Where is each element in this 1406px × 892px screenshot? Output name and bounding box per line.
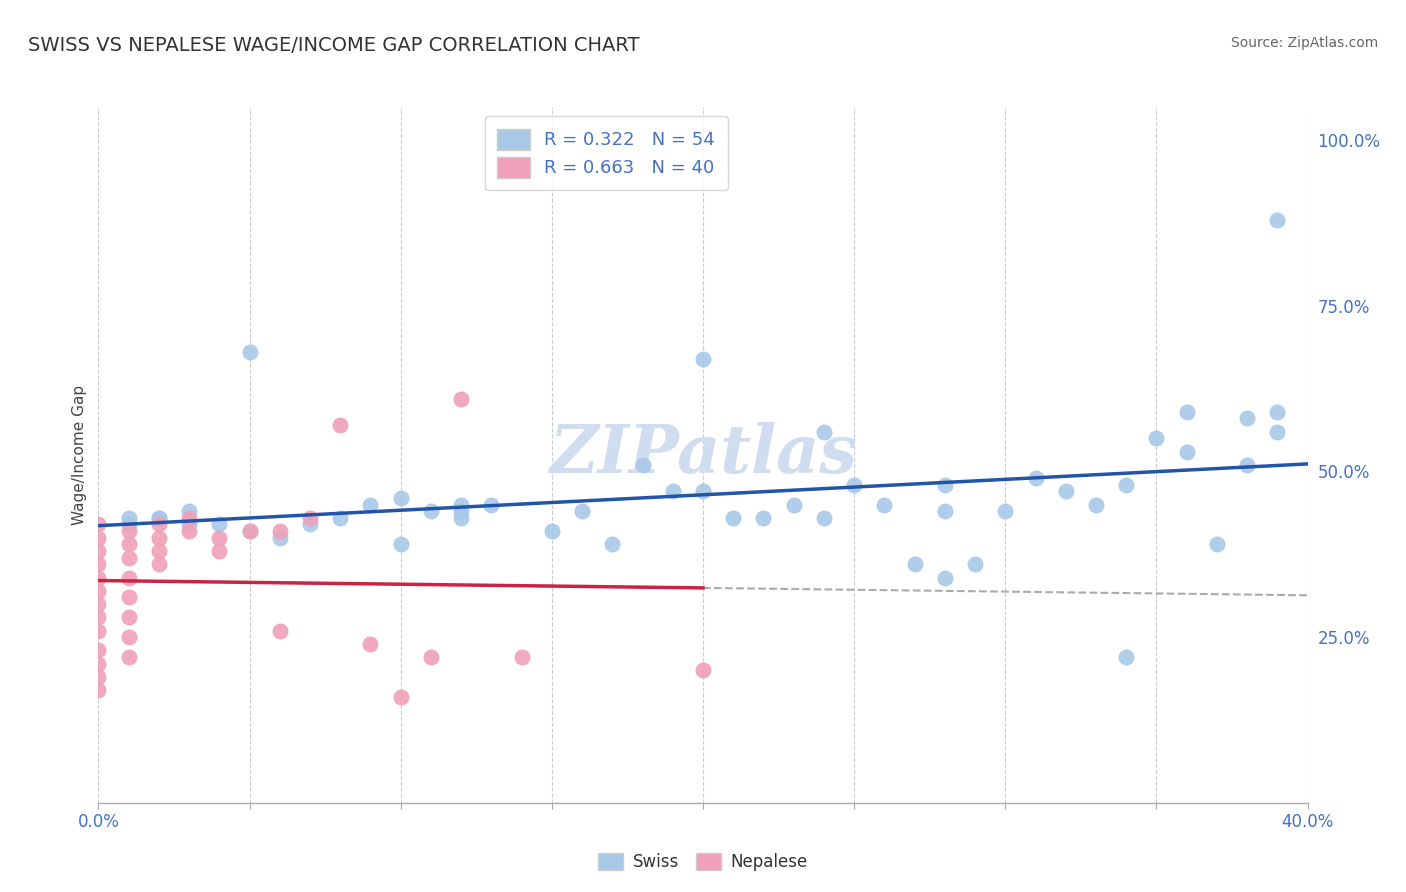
Point	[1144, 431, 1167, 445]
Point	[148, 531, 170, 545]
Point	[1175, 405, 1198, 419]
Point	[692, 351, 714, 366]
Point	[1236, 411, 1258, 425]
Point	[87, 558, 110, 572]
Point	[662, 484, 685, 499]
Point	[239, 524, 262, 538]
Point	[450, 392, 472, 406]
Point	[87, 643, 110, 657]
Point	[571, 504, 593, 518]
Point	[299, 517, 322, 532]
Point	[965, 558, 987, 572]
Point	[1115, 650, 1137, 665]
Point	[87, 531, 110, 545]
Point	[118, 650, 141, 665]
Point	[87, 544, 110, 558]
Point	[389, 491, 412, 505]
Point	[87, 570, 110, 584]
Point	[389, 537, 412, 551]
Point	[148, 544, 170, 558]
Point	[1236, 458, 1258, 472]
Point	[360, 498, 382, 512]
Point	[1085, 498, 1108, 512]
Point	[87, 610, 110, 624]
Point	[1267, 212, 1289, 227]
Point	[360, 637, 382, 651]
Legend: Swiss, Nepalese: Swiss, Nepalese	[592, 847, 814, 878]
Point	[329, 418, 352, 433]
Point	[1175, 444, 1198, 458]
Point	[179, 517, 201, 532]
Point	[87, 657, 110, 671]
Point	[450, 511, 472, 525]
Point	[118, 591, 141, 605]
Text: SWISS VS NEPALESE WAGE/INCOME GAP CORRELATION CHART: SWISS VS NEPALESE WAGE/INCOME GAP CORREL…	[28, 36, 640, 54]
Point	[179, 504, 201, 518]
Point	[1206, 537, 1229, 551]
Point	[269, 531, 291, 545]
Point	[148, 511, 170, 525]
Point	[692, 484, 714, 499]
Point	[994, 504, 1017, 518]
Point	[87, 670, 110, 684]
Point	[208, 531, 231, 545]
Point	[87, 583, 110, 598]
Point	[934, 570, 956, 584]
Point	[1024, 471, 1046, 485]
Point	[269, 624, 291, 638]
Point	[450, 504, 472, 518]
Point	[631, 458, 654, 472]
Point	[118, 537, 141, 551]
Point	[179, 511, 201, 525]
Point	[148, 517, 170, 532]
Point	[1267, 425, 1289, 439]
Text: ZIPatlas: ZIPatlas	[550, 423, 856, 487]
Point	[389, 690, 412, 704]
Point	[1115, 477, 1137, 491]
Point	[813, 425, 835, 439]
Point	[904, 558, 927, 572]
Point	[540, 524, 562, 538]
Point	[118, 610, 141, 624]
Text: Source: ZipAtlas.com: Source: ZipAtlas.com	[1230, 36, 1378, 50]
Point	[692, 663, 714, 677]
Point	[87, 517, 110, 532]
Point	[118, 511, 141, 525]
Point	[87, 624, 110, 638]
Point	[208, 517, 231, 532]
Point	[873, 498, 896, 512]
Point	[329, 511, 352, 525]
Point	[148, 558, 170, 572]
Point	[1054, 484, 1077, 499]
Point	[844, 477, 866, 491]
Point	[1267, 405, 1289, 419]
Point	[239, 345, 262, 359]
Point	[118, 524, 141, 538]
Point	[481, 498, 503, 512]
Point	[510, 650, 533, 665]
Point	[118, 517, 141, 532]
Point	[269, 524, 291, 538]
Point	[208, 544, 231, 558]
Y-axis label: Wage/Income Gap: Wage/Income Gap	[72, 384, 87, 525]
Point	[118, 570, 141, 584]
Point	[420, 504, 443, 518]
Point	[783, 498, 806, 512]
Point	[602, 537, 624, 551]
Point	[239, 524, 262, 538]
Point	[450, 498, 472, 512]
Point	[934, 504, 956, 518]
Point	[723, 511, 745, 525]
Point	[934, 477, 956, 491]
Point	[148, 511, 170, 525]
Point	[118, 630, 141, 644]
Point	[179, 524, 201, 538]
Point	[299, 511, 322, 525]
Point	[118, 550, 141, 565]
Point	[813, 511, 835, 525]
Point	[87, 683, 110, 698]
Point	[420, 650, 443, 665]
Point	[752, 511, 775, 525]
Point	[87, 597, 110, 611]
